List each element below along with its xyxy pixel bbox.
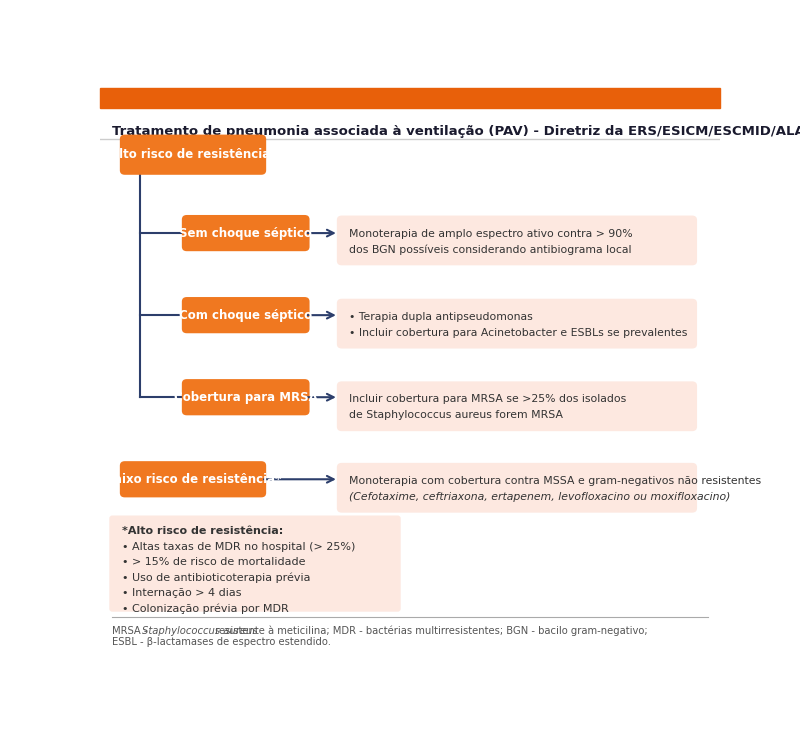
Text: Monoterapia de amplo espectro ativo contra > 90%: Monoterapia de amplo espectro ativo cont…: [350, 229, 633, 239]
Text: • Uso de antibioticoterapia prévia: • Uso de antibioticoterapia prévia: [122, 573, 310, 583]
Text: • > 15% de risco de mortalidade: • > 15% de risco de mortalidade: [122, 557, 306, 567]
Text: • Incluir cobertura para Acinetobacter e ESBLs se prevalentes: • Incluir cobertura para Acinetobacter e…: [350, 328, 688, 337]
Text: Staphylococcus aureus: Staphylococcus aureus: [142, 626, 257, 636]
Text: dos BGN possíveis considerando antibiograma local: dos BGN possíveis considerando antibiogr…: [350, 244, 632, 255]
Bar: [100, 88, 720, 108]
Text: • Colonização prévia por MDR: • Colonização prévia por MDR: [122, 603, 289, 614]
FancyBboxPatch shape: [337, 381, 697, 431]
FancyBboxPatch shape: [120, 135, 266, 175]
FancyBboxPatch shape: [337, 463, 697, 513]
FancyBboxPatch shape: [337, 215, 697, 265]
Text: • Terapia dupla antipseudomonas: • Terapia dupla antipseudomonas: [350, 312, 533, 322]
FancyBboxPatch shape: [182, 379, 310, 415]
Text: resistente à meticilina; MDR - bactérias multirresistentes; BGN - bacilo gram-ne: resistente à meticilina; MDR - bactérias…: [212, 626, 648, 637]
Text: de Staphylococcus aureus forem MRSA: de Staphylococcus aureus forem MRSA: [350, 410, 563, 420]
Text: Com choque séptico: Com choque séptico: [179, 309, 312, 322]
FancyBboxPatch shape: [110, 515, 401, 612]
Text: Tratamento de pneumonia associada à ventilação (PAV) - Diretriz da ERS/ESICM/ESC: Tratamento de pneumonia associada à vent…: [112, 125, 800, 138]
Text: MRSA -: MRSA -: [112, 626, 151, 636]
Text: Monoterapia com cobertura contra MSSA e gram-negativos não resistentes: Monoterapia com cobertura contra MSSA e …: [350, 476, 762, 486]
Text: Alto risco de resistência*: Alto risco de resistência*: [110, 148, 276, 161]
FancyBboxPatch shape: [120, 461, 266, 498]
Text: Baixo risco de resistência*: Baixo risco de resistência*: [105, 473, 281, 486]
FancyBboxPatch shape: [182, 215, 310, 251]
Text: *Alto risco de resistência:: *Alto risco de resistência:: [122, 526, 283, 536]
Text: • Altas taxas de MDR no hospital (> 25%): • Altas taxas de MDR no hospital (> 25%): [122, 542, 355, 552]
FancyBboxPatch shape: [182, 297, 310, 333]
Text: Cobertura para MRSA: Cobertura para MRSA: [174, 391, 318, 404]
Text: Sem choque séptico: Sem choque séptico: [179, 226, 312, 240]
Text: ESBL - β-lactamases de espectro estendido.: ESBL - β-lactamases de espectro estendid…: [112, 637, 331, 648]
Text: • Internação > 4 dias: • Internação > 4 dias: [122, 588, 242, 598]
FancyBboxPatch shape: [337, 298, 697, 348]
Text: Incluir cobertura para MRSA se >25% dos isolados: Incluir cobertura para MRSA se >25% dos …: [350, 395, 626, 404]
Text: (Cefotaxime, ceftriaxona, ertapenem, levofloxacino ou moxifloxacino): (Cefotaxime, ceftriaxona, ertapenem, lev…: [350, 492, 730, 502]
